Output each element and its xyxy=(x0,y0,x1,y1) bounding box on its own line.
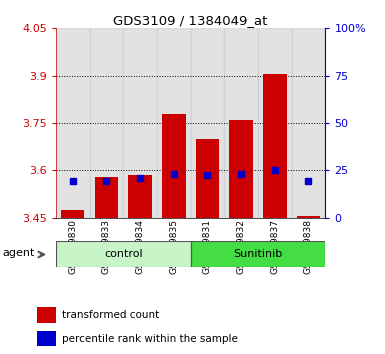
Text: transformed count: transformed count xyxy=(62,310,159,320)
Bar xyxy=(37,331,56,347)
Bar xyxy=(89,28,123,218)
Text: Sunitinib: Sunitinib xyxy=(233,249,283,259)
Text: control: control xyxy=(104,249,142,259)
Title: GDS3109 / 1384049_at: GDS3109 / 1384049_at xyxy=(114,14,268,27)
Bar xyxy=(56,241,191,267)
Bar xyxy=(61,210,84,218)
Text: agent: agent xyxy=(3,249,35,258)
Bar xyxy=(123,28,157,218)
Text: percentile rank within the sample: percentile rank within the sample xyxy=(62,333,238,344)
Bar xyxy=(128,175,152,218)
Bar xyxy=(56,28,89,218)
Bar xyxy=(263,74,286,218)
Bar xyxy=(297,216,320,218)
Bar xyxy=(258,28,292,218)
Bar xyxy=(292,28,325,218)
Bar xyxy=(157,28,191,218)
Bar xyxy=(191,241,325,267)
Bar xyxy=(37,307,56,323)
Bar xyxy=(95,177,118,218)
Bar xyxy=(191,28,224,218)
Bar xyxy=(224,28,258,218)
Bar xyxy=(229,120,253,218)
Bar xyxy=(162,114,186,218)
Bar xyxy=(196,139,219,218)
